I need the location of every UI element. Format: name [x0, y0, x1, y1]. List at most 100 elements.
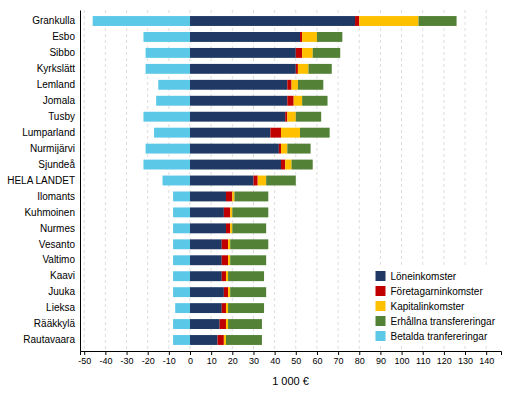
x-tick: 0 [188, 351, 193, 366]
x-tick-label: 90 [376, 356, 386, 366]
bar-series [93, 16, 190, 345]
bar [143, 160, 190, 170]
grid-line [316, 10, 317, 351]
bar [190, 80, 287, 90]
y-axis: GrankullaEsboSibboKyrkslättLemlandJomala… [7, 11, 80, 352]
bar [190, 319, 220, 329]
grid [84, 10, 486, 351]
bar [173, 271, 190, 281]
grid-line [147, 10, 148, 351]
y-tick: Ilomants [37, 191, 80, 202]
bar [146, 48, 190, 58]
x-tick-mark [359, 351, 360, 355]
bar [230, 239, 268, 249]
x-tick-label: 40 [270, 356, 280, 366]
bar [190, 112, 285, 122]
y-tick-label: Kaavi [50, 270, 75, 281]
y-tick-label: Nurmijärvi [30, 143, 75, 154]
bar [296, 48, 302, 58]
x-tick-mark [380, 351, 381, 355]
bar [281, 128, 300, 138]
x-tick-mark [423, 351, 424, 355]
x-tick: 70 [334, 351, 344, 366]
x-tick-label: 30 [249, 356, 259, 366]
y-tick-label: Juuka [48, 286, 75, 297]
y-tick: Lemland [37, 79, 80, 90]
x-tick: 120 [437, 351, 452, 366]
bar [228, 255, 230, 265]
bar [281, 160, 285, 170]
grid-line [126, 10, 127, 351]
x-tick-label: -20 [142, 356, 155, 366]
x-tick: 20 [228, 351, 238, 366]
bar [218, 335, 224, 345]
bar [173, 335, 190, 345]
x-tick-label: 120 [437, 356, 452, 366]
bar [173, 255, 190, 265]
x-tick: 110 [416, 351, 430, 366]
bar [226, 271, 228, 281]
bar-series [190, 16, 355, 345]
y-tick-label: HELA LANDET [7, 175, 75, 186]
bar [317, 32, 342, 42]
legend-swatch [376, 271, 386, 281]
x-tick-label: -50 [78, 356, 91, 366]
bar [298, 80, 323, 90]
bar [228, 239, 230, 249]
bar [190, 16, 355, 26]
bar [226, 319, 228, 329]
y-tick-label: Rautavaara [23, 334, 75, 345]
x-tick: 80 [355, 351, 365, 366]
bar-series [218, 16, 360, 345]
legend-item: Löneinkomster [376, 271, 457, 282]
x-tick-label: 80 [355, 356, 365, 366]
grid-line [338, 10, 339, 351]
x-tick-label: 50 [291, 356, 301, 366]
bar [226, 192, 232, 202]
y-tick-label: Esbo [52, 31, 75, 42]
y-tick-label: Kuhmoinen [24, 207, 75, 218]
bar [156, 96, 190, 106]
x-tick-label: 100 [395, 356, 410, 366]
bar [146, 64, 190, 74]
x-tick: 130 [458, 351, 473, 366]
bar [190, 207, 224, 217]
bar [224, 335, 226, 345]
legend-label: Kapitalinkomster [391, 301, 466, 312]
x-tick-label: 140 [479, 356, 494, 366]
x-tick: -10 [163, 351, 176, 366]
bar [175, 303, 190, 313]
x-tick: 30 [249, 351, 259, 366]
x-tick: -20 [142, 351, 155, 366]
bar [230, 223, 232, 233]
bar [158, 80, 190, 90]
bar [292, 160, 313, 170]
bar [143, 112, 190, 122]
bar [228, 287, 230, 297]
y-tick: Rääkkylä [34, 318, 80, 329]
grid-line [105, 10, 106, 351]
y-tick-label: Tusby [48, 111, 75, 122]
x-tick: -40 [99, 351, 112, 366]
bar [253, 176, 257, 186]
legend-item: Kapitalinkomster [376, 301, 466, 312]
bar [287, 96, 293, 106]
y-tick: Esbo [52, 31, 80, 42]
bar [173, 287, 190, 297]
bar [226, 335, 262, 345]
x-tick-mark [296, 351, 297, 355]
bar [302, 96, 327, 106]
bar [359, 16, 418, 26]
bar [232, 207, 268, 217]
grid-line [359, 10, 360, 351]
x-tick-label: -10 [163, 356, 176, 366]
legend-swatch [376, 301, 386, 311]
y-tick: Rautavaara [23, 334, 80, 345]
x-tick-mark [211, 351, 212, 355]
x-tick-label: -30 [121, 356, 134, 366]
bar [163, 176, 191, 186]
x-tick: -30 [121, 351, 134, 366]
x-tick-mark [105, 351, 106, 355]
bar [190, 96, 287, 106]
x-tick-label: 0 [188, 356, 193, 366]
